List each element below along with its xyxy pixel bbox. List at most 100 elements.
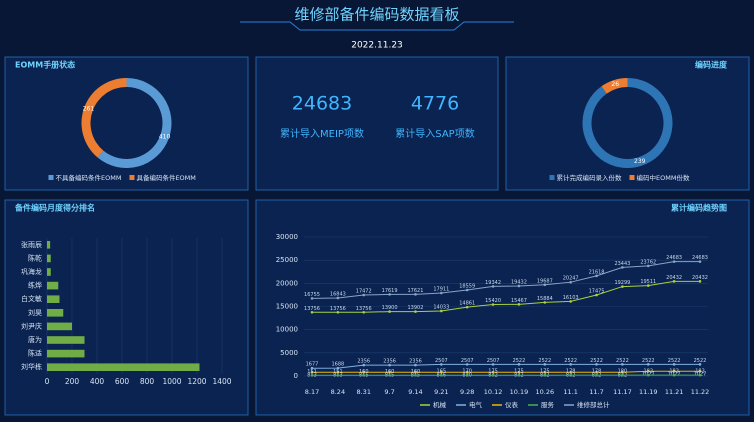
data-label: 175	[488, 369, 498, 375]
data-label: 410	[159, 133, 171, 140]
point	[491, 285, 495, 288]
data-label: 160	[359, 369, 369, 375]
x-tick-label: 10.26	[535, 388, 554, 396]
chart-title: 累计编码趋势图	[671, 203, 727, 213]
kpi-value: 4776	[411, 93, 459, 115]
point	[388, 293, 391, 296]
legend-label: 累计完成编码录入份数	[557, 173, 623, 182]
point	[440, 309, 443, 313]
x-tick-label: 11.1	[563, 388, 577, 396]
chart-title: EOMM手册状态	[15, 60, 75, 70]
point	[672, 280, 676, 283]
x-tick-label: 9.14	[408, 388, 422, 396]
point	[465, 370, 469, 374]
point	[336, 310, 340, 314]
y-tick-label: 练烨	[28, 281, 42, 290]
legend-label: 不具备编码条件EOMM	[56, 173, 122, 182]
data-label: 2356	[383, 359, 396, 365]
point	[336, 366, 340, 370]
line	[312, 280, 700, 313]
point	[646, 369, 650, 373]
donut-slice	[81, 78, 127, 158]
y-tick-label: 陈乾	[28, 253, 42, 262]
point	[414, 370, 417, 374]
point	[362, 293, 366, 297]
page-title: 维修部备件编码数据看板	[294, 6, 459, 24]
x-tick-label: 400	[90, 377, 105, 386]
data-label: 24683	[666, 255, 682, 261]
point	[672, 373, 676, 377]
point	[440, 291, 443, 295]
data-label: 19342	[485, 280, 501, 286]
data-label: 19299	[614, 280, 630, 286]
point	[310, 366, 314, 370]
data-label: 23443	[614, 261, 630, 267]
point	[569, 363, 572, 366]
point	[569, 370, 572, 374]
point	[595, 363, 598, 366]
y-tick-label: 张雨辰	[21, 240, 42, 249]
point	[388, 370, 391, 374]
point	[543, 363, 547, 366]
y-tick-label: 10000	[276, 326, 298, 334]
data-label: 2522	[616, 358, 629, 364]
data-label: 19687	[537, 278, 553, 284]
kpi-value: 24683	[292, 93, 352, 115]
data-label: 20432	[692, 275, 708, 281]
y-tick-label: 陈适	[28, 349, 42, 358]
data-label: 180	[618, 369, 628, 375]
point	[491, 363, 495, 366]
point	[517, 373, 521, 377]
data-label: 13756	[356, 306, 372, 312]
bar	[47, 363, 200, 372]
point	[310, 374, 314, 377]
point	[698, 369, 702, 373]
x-tick-label: 1200	[187, 377, 206, 386]
data-label: 151	[307, 369, 317, 375]
data-label: 20247	[563, 276, 579, 282]
panel	[4, 199, 249, 416]
data-label: 17911	[433, 287, 449, 293]
kpi-label: 累计导入SAP项数	[395, 127, 474, 140]
data-label: 2522	[694, 358, 707, 364]
donut-slice	[601, 78, 628, 94]
y-tick-label: 刘昊	[28, 308, 42, 317]
data-label: 178	[566, 369, 576, 375]
point	[569, 373, 572, 377]
bar	[47, 308, 64, 317]
point	[543, 370, 547, 374]
data-label: 19432	[511, 279, 527, 285]
data-label: 13756	[304, 306, 320, 312]
point	[388, 373, 391, 377]
bar	[47, 281, 59, 290]
y-tick-label: 20000	[276, 279, 298, 287]
panel	[505, 56, 750, 191]
legend-swatch	[129, 175, 135, 180]
data-label: 24683	[692, 255, 708, 261]
data-label: 170	[462, 369, 472, 375]
point	[310, 310, 314, 314]
x-tick-label: 11.7	[589, 388, 603, 396]
bar	[47, 349, 85, 358]
point	[440, 373, 443, 377]
point	[646, 373, 650, 377]
point	[621, 373, 624, 377]
point	[336, 370, 340, 374]
data-label: 17475	[589, 289, 605, 295]
data-label: 21618	[589, 269, 605, 275]
data-label: 2522	[513, 358, 526, 364]
bar	[47, 295, 60, 304]
data-label: 13900	[382, 305, 398, 311]
x-tick-label: 1400	[212, 377, 231, 386]
y-tick-label: 5000	[280, 349, 298, 357]
point	[440, 370, 443, 374]
kpi-label: 累计导入MEIP项数	[280, 127, 364, 140]
data-label: 18559	[459, 284, 475, 290]
x-tick-label: 0	[45, 377, 50, 386]
point	[517, 284, 521, 288]
data-label: 2522	[642, 358, 655, 364]
point	[440, 363, 443, 366]
data-label: 165	[437, 369, 447, 375]
data-label: 1688	[331, 362, 344, 368]
